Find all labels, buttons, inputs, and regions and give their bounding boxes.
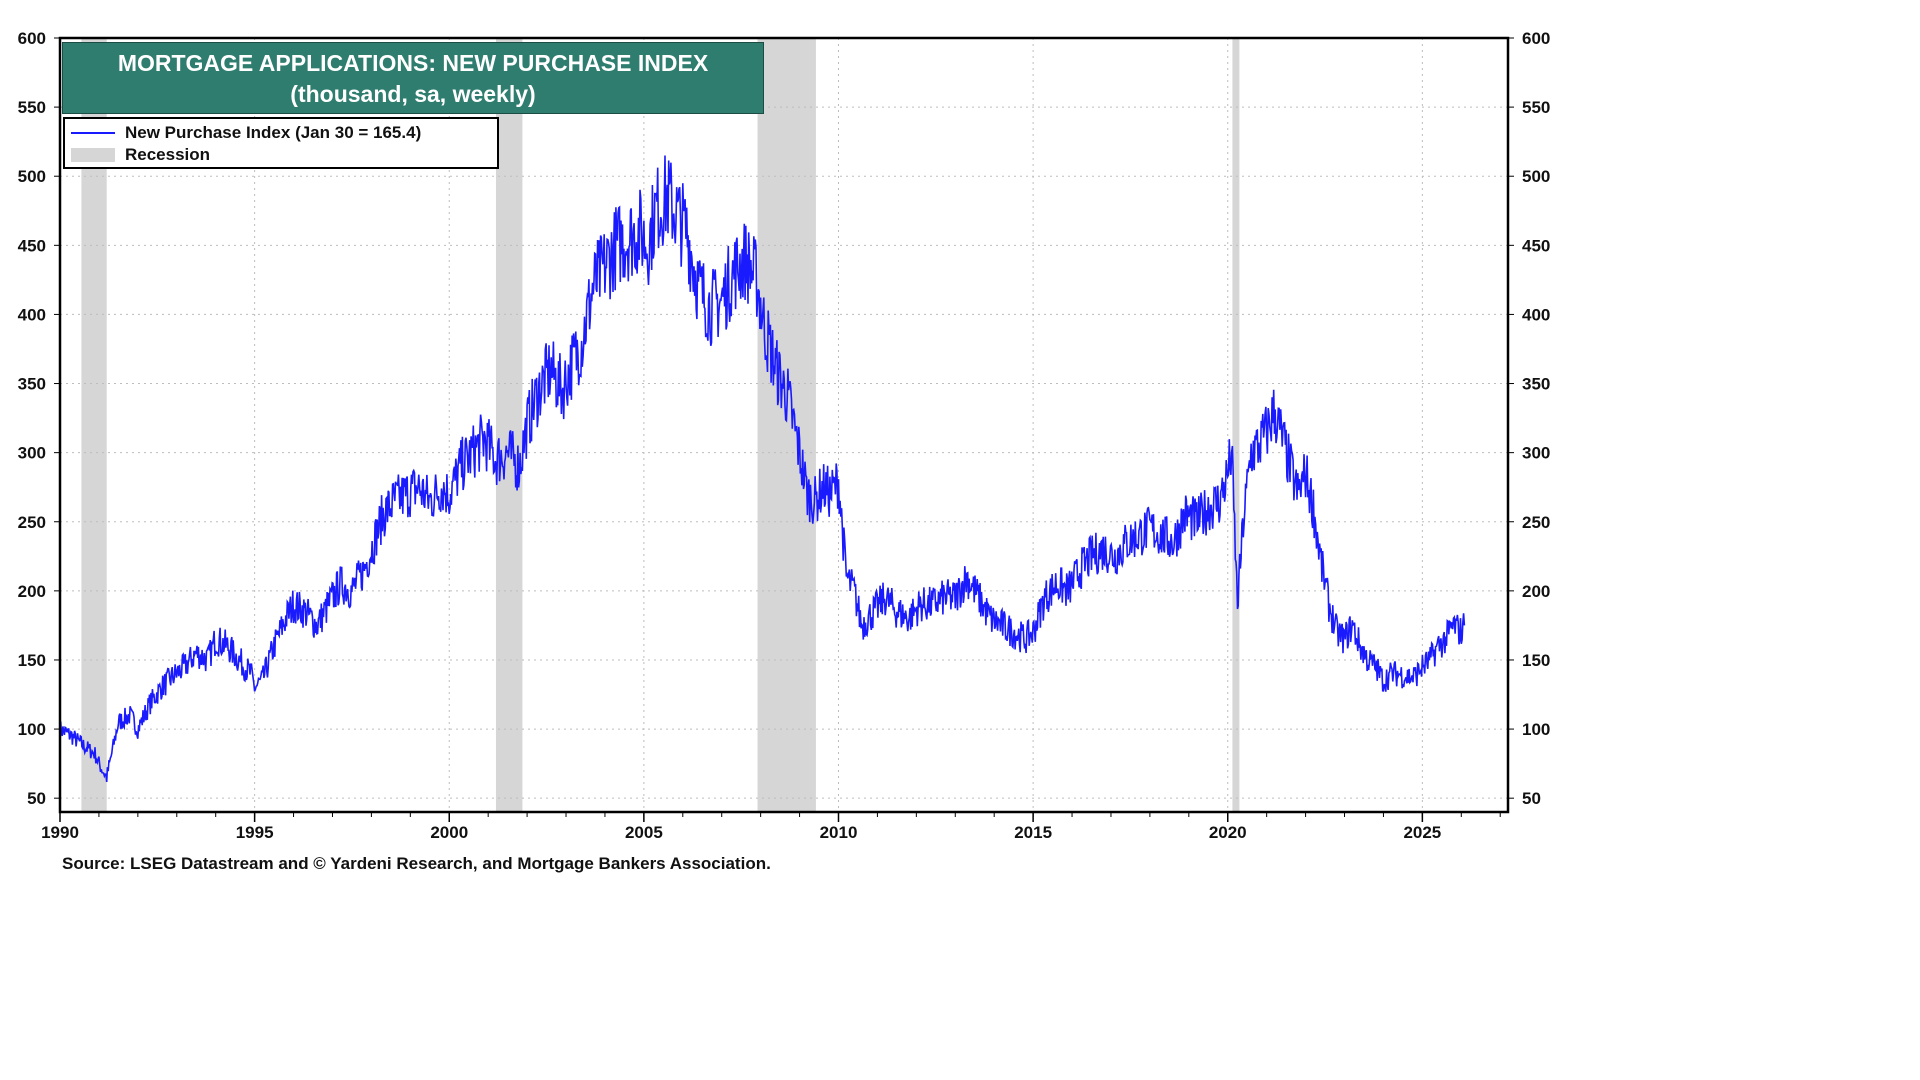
legend-recession-swatch — [71, 148, 115, 162]
y-tick-label-right: 400 — [1522, 305, 1550, 324]
legend-label-series: New Purchase Index (Jan 30 = 165.4) — [125, 123, 422, 142]
x-tick-label: 1995 — [236, 823, 274, 842]
x-tick-label: 2015 — [1014, 823, 1052, 842]
series-layer — [59, 155, 1466, 782]
y-tick-label-right: 600 — [1522, 29, 1550, 48]
recession-band — [1232, 38, 1240, 812]
y-tick-label-right: 100 — [1522, 720, 1550, 739]
y-tick-label-right: 500 — [1522, 167, 1550, 186]
x-tick-label: 2010 — [820, 823, 858, 842]
y-axis-left: 50 100 150 200 250 300 350 400 450 500 550 600 — [18, 29, 60, 808]
y-tick-label-left: 50 — [27, 789, 46, 808]
plot-frame — [58, 36, 1510, 817]
y-tick-label-left: 500 — [18, 167, 46, 186]
legend-item-series: New Purchase Index (Jan 30 = 165.4) — [71, 122, 421, 144]
y-axis-right: 50 100 150 200 250 300 350 400 450 500 550 600 — [1508, 29, 1550, 808]
y-tick-label-left: 100 — [18, 720, 46, 739]
chart-subtitle: (thousand, sa, weekly) — [290, 81, 536, 107]
y-tick-label-left: 550 — [18, 98, 46, 117]
y-tick-label-left: 350 — [18, 375, 46, 394]
y-tick-label-left: 450 — [18, 236, 46, 255]
x-tick-label: 2025 — [1403, 823, 1441, 842]
legend-item-recession: Recession — [71, 144, 210, 166]
y-tick-label-right: 150 — [1522, 651, 1550, 670]
y-tick-label-left: 300 — [18, 444, 46, 463]
y-tick-label-left: 400 — [18, 305, 46, 324]
y-tick-label-left: 250 — [18, 513, 46, 532]
y-tick-label-right: 50 — [1522, 789, 1541, 808]
y-tick-label-left: 200 — [18, 582, 46, 601]
legend: New Purchase Index (Jan 30 = 165.4) Rece… — [63, 117, 499, 169]
y-tick-label-right: 450 — [1522, 236, 1550, 255]
y-tick-label-right: 350 — [1522, 375, 1550, 394]
chart-title: MORTGAGE APPLICATIONS: NEW PURCHASE INDE… — [117, 50, 709, 76]
series-line-new-purchase-index — [59, 155, 1466, 782]
recession-band — [495, 38, 523, 812]
x-tick-label: 2005 — [625, 823, 663, 842]
source-note: Source: LSEG Datastream and © Yardeni Re… — [62, 854, 771, 873]
x-tick-label: 2000 — [430, 823, 468, 842]
y-tick-label-right: 200 — [1522, 582, 1550, 601]
x-axis: 1990 1995 2000 2005 2010 2015 2020 2025 — [41, 812, 1441, 842]
chart-title-box: MORTGAGE APPLICATIONS: NEW PURCHASE INDE… — [62, 42, 764, 114]
recession-band — [757, 38, 816, 812]
x-tick-label: 2020 — [1209, 823, 1247, 842]
x-tick-label: 1990 — [41, 823, 79, 842]
y-tick-label-right: 250 — [1522, 513, 1550, 532]
legend-line-swatch — [71, 132, 115, 134]
y-tick-label-right: 550 — [1522, 98, 1550, 117]
y-tick-label-left: 600 — [18, 29, 46, 48]
legend-label-recession: Recession — [125, 145, 211, 164]
y-tick-label-right: 300 — [1522, 444, 1550, 463]
plot-border — [58, 36, 1510, 814]
chart-svg: 50 100 150 200 250 300 350 400 450 500 550 600 50 10… — [18, 29, 1551, 842]
y-tick-label-left: 150 — [18, 651, 46, 670]
